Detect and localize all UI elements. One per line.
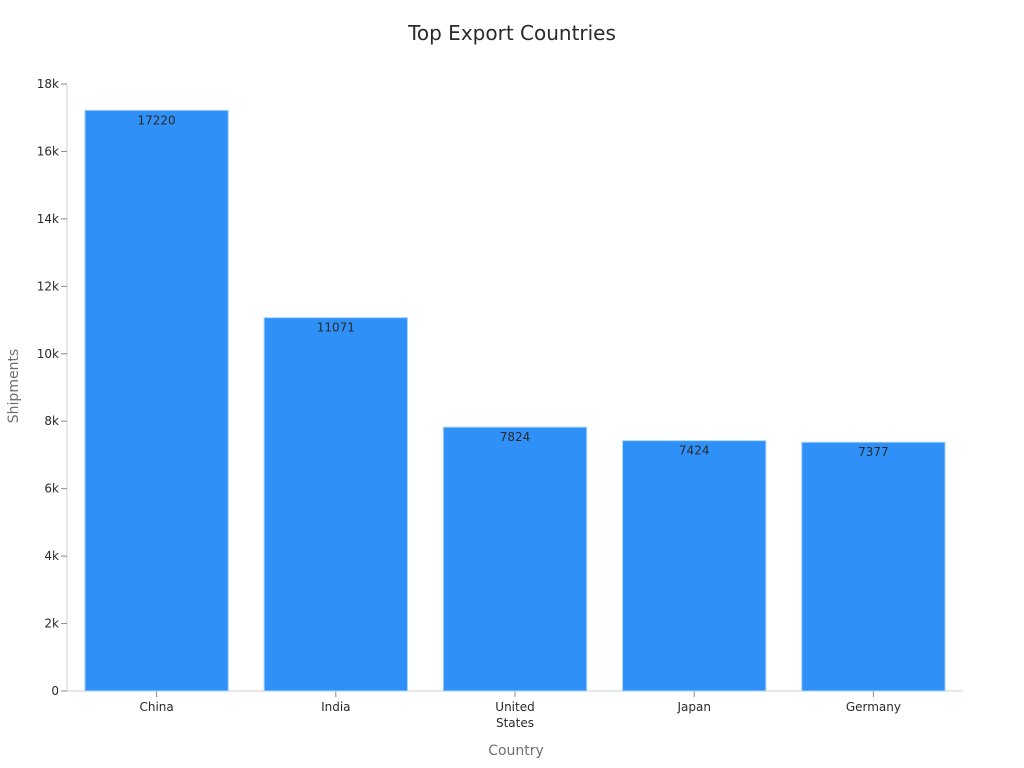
x-axis-title: Country: [488, 743, 544, 759]
bar-value-label: 7377: [858, 445, 889, 459]
y-tick-label: 12k: [37, 279, 59, 293]
x-tick-label: Japan: [676, 700, 710, 714]
y-tick-label: 10k: [37, 347, 59, 361]
bar-value-label: 11071: [317, 321, 355, 335]
bar-data-labels: 17220 11071 7824 7424 7377: [138, 113, 889, 459]
y-tick-label: 16k: [37, 144, 59, 158]
y-tick-label: 8k: [44, 414, 59, 428]
x-axis: China India United States Japan Germany: [67, 690, 963, 730]
bar-india: [263, 317, 408, 692]
y-tick-label: 2k: [44, 617, 59, 631]
bar-series: [84, 109, 946, 692]
chart-title: Top Export Countries: [407, 21, 616, 45]
bar-value-label: 7824: [500, 430, 531, 444]
y-tick-label: 18k: [37, 77, 59, 91]
y-tick-label: 6k: [44, 482, 59, 496]
x-tick-label: India: [321, 700, 350, 714]
bar-united-states: [442, 426, 588, 692]
bar-value-label: 17220: [138, 113, 176, 127]
bar-china: [84, 109, 229, 692]
y-tick-label: 14k: [37, 212, 59, 226]
bar-japan: [622, 440, 767, 692]
y-tick-label: 4k: [44, 549, 59, 563]
x-tick-label: China: [139, 700, 173, 714]
y-axis-title: Shipments: [6, 349, 22, 423]
bar-value-label: 7424: [679, 444, 710, 458]
x-tick-label: United States: [495, 700, 534, 730]
y-axis: 0 2k 4k 6k 8k 10k 12k 14k 16k 18k: [37, 77, 68, 698]
x-tick-label: Germany: [846, 700, 901, 714]
y-tick-label: 0: [51, 684, 59, 698]
bar-germany: [801, 441, 946, 692]
